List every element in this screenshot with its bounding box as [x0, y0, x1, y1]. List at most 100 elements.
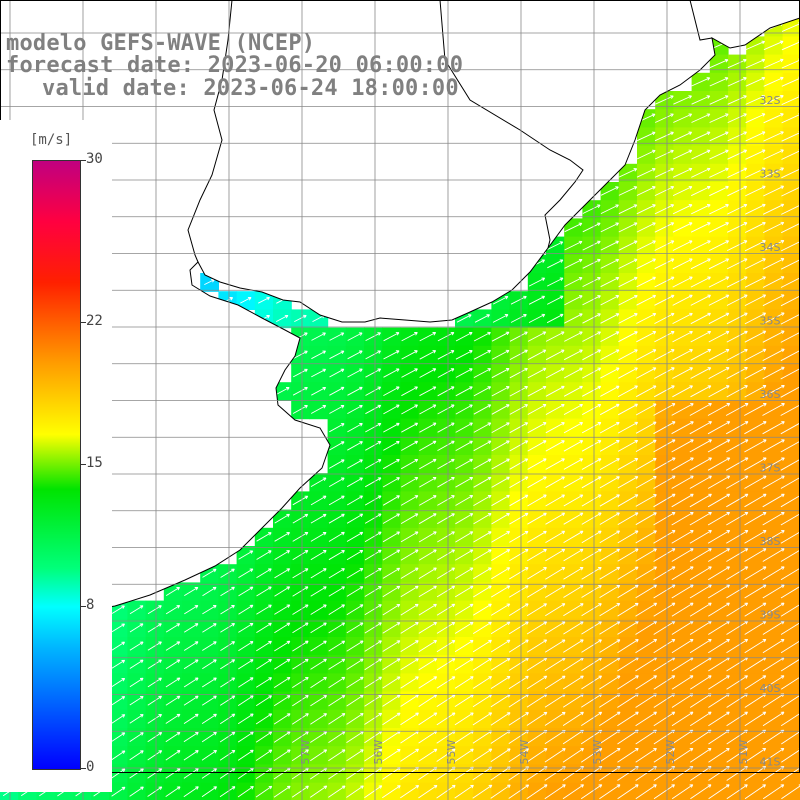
wind-arrow: [617, 566, 639, 580]
wind-arrow: [653, 475, 676, 489]
wind-arrow: [726, 548, 749, 562]
wind-arrow: [671, 439, 694, 453]
wind-arrow: [310, 405, 327, 414]
wind-arrow: [617, 476, 639, 489]
wind-arrow: [111, 732, 126, 742]
wind-arrow: [672, 385, 693, 398]
wind-arrow: [165, 750, 181, 761]
wind-arrow: [635, 512, 657, 526]
wind-arrow: [707, 566, 730, 581]
wind-arrow: [219, 749, 236, 761]
wind-arrow: [708, 367, 730, 379]
wind-arrow: [745, 95, 766, 105]
wind-arrow: [400, 549, 419, 561]
wind-arrow: [509, 530, 529, 543]
wind-arrow: [165, 768, 181, 779]
wind-arrow: [545, 349, 565, 361]
wind-arrow: [418, 676, 438, 689]
wind-arrow: [690, 294, 711, 306]
wind-arrow: [294, 314, 307, 322]
wind-arrow: [292, 658, 309, 670]
wind-arrow: [382, 785, 401, 799]
wind-arrow: [654, 131, 674, 142]
wind-arrow: [490, 748, 511, 763]
wind-arrow: [455, 350, 473, 360]
wind-arrow: [364, 658, 382, 671]
wind-arrow: [654, 240, 675, 251]
wind-arrow: [763, 167, 784, 179]
wind-arrow: [473, 386, 492, 397]
wind-arrow: [726, 294, 748, 306]
wind-arrow: [726, 367, 748, 380]
wind-arrow: [618, 258, 638, 269]
wind-arrow: [563, 367, 583, 379]
wind-arrow: [745, 167, 766, 179]
wind-arrow: [400, 513, 419, 524]
wind-arrow: [600, 240, 619, 251]
wind-arrow: [707, 493, 731, 508]
wind-arrow: [165, 677, 181, 688]
wind-arrow: [580, 747, 603, 763]
wind-arrow: [563, 512, 584, 525]
wind-arrow: [147, 605, 162, 615]
wind-arrow: [563, 385, 583, 397]
wind-arrow: [744, 385, 767, 398]
wind-arrow: [292, 495, 309, 506]
wind-arrow: [672, 312, 693, 325]
wind-arrow: [419, 458, 437, 470]
wind-arrow: [220, 604, 235, 615]
wind-arrow: [455, 476, 474, 488]
wind-arrow: [745, 113, 766, 124]
valid-date: valid date: 2023-06-24 18:00:00: [42, 76, 459, 101]
wind-arrow: [762, 457, 785, 471]
wind-arrow: [509, 567, 529, 580]
wind-arrow: [365, 422, 382, 433]
wind-arrow: [220, 586, 235, 597]
wind-arrow: [762, 493, 785, 508]
wind-arrow: [635, 784, 657, 800]
wind-arrow: [255, 695, 272, 707]
wind-arrow: [763, 76, 784, 87]
wind-arrow: [691, 149, 711, 160]
wind-arrow: [364, 749, 383, 762]
wind-arrow: [329, 441, 345, 451]
wind-arrow: [618, 204, 638, 215]
wind-arrow: [274, 513, 290, 524]
wind-arrow: [635, 476, 657, 489]
wind-arrow: [690, 349, 712, 361]
wind-arrow: [291, 713, 309, 725]
wind-arrow: [472, 603, 492, 616]
wind-arrow: [599, 675, 621, 690]
wind-arrow: [509, 476, 529, 488]
wind-arrow: [473, 368, 492, 378]
wind-arrow: [527, 567, 547, 580]
wind-arrow: [329, 386, 345, 396]
wind-arrow: [202, 586, 217, 597]
wind-arrow: [654, 276, 675, 288]
wind-arrow: [654, 258, 675, 270]
wind-arrow: [437, 458, 455, 470]
wind-arrow: [545, 385, 565, 397]
wind-arrow: [346, 658, 364, 670]
wind-arrow: [202, 659, 217, 670]
wind-arrow: [562, 675, 584, 690]
wind-arrow: [726, 566, 749, 581]
wind-arrow: [653, 457, 676, 471]
wind-arrow: [111, 605, 125, 614]
wind-arrow: [545, 403, 565, 415]
wind-arrow: [418, 531, 437, 543]
wind-arrow: [709, 185, 729, 197]
wind-arrow: [437, 476, 455, 488]
wind-arrow: [653, 385, 675, 398]
wind-arrow: [726, 385, 748, 398]
wind-arrow: [726, 584, 749, 599]
wind-arrow: [328, 477, 345, 487]
wind-arrow: [563, 422, 583, 434]
wind-arrow: [346, 531, 364, 542]
wind-arrow: [635, 675, 657, 690]
colorbar-gradient: [32, 160, 81, 770]
wind-arrow: [617, 439, 639, 452]
wind-arrow: [274, 568, 291, 579]
wind-arrow: [582, 295, 601, 306]
wind-arrow: [419, 368, 437, 378]
